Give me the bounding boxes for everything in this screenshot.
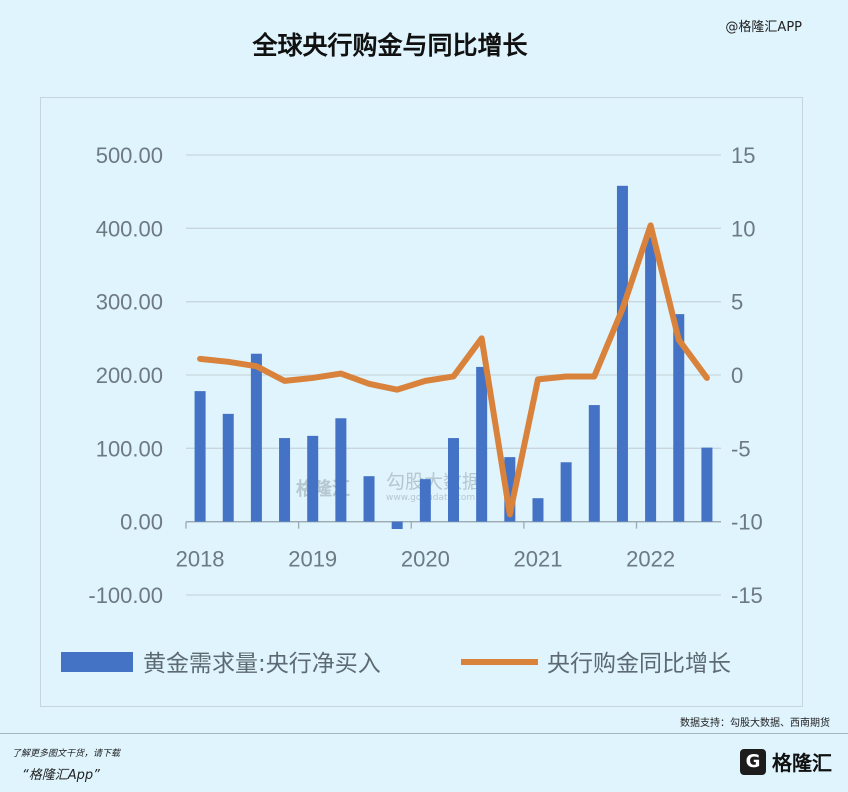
x-axis-tick-label: 2019 (288, 547, 337, 572)
right-axis-tick-label: -10 (731, 510, 763, 535)
legend-label-bars: 黄金需求量:央行净买入 (143, 651, 381, 677)
legend-swatch-bars (61, 652, 133, 672)
left-axis-tick-label: 100.00 (96, 436, 163, 461)
x-axis-tick-label: 2021 (513, 547, 562, 572)
source-note: 数据支持：勾股大数据、西南期货 (680, 718, 830, 729)
left-axis-tick-label: 0.00 (120, 510, 163, 535)
chart-frame: 500.00 15 400.00 10 300.00 5 200.00 0 100.00 -5 0.… (40, 97, 803, 707)
legend-label-line: 央行购金同比增长 (547, 651, 731, 677)
bar (701, 447, 713, 522)
footer-logo: G 格隆汇 (740, 747, 832, 776)
logo-icon: G (740, 748, 766, 775)
left-axis-tick-label: 300.00 (96, 290, 163, 315)
bar (419, 479, 431, 522)
right-axis-tick-label: -5 (731, 436, 751, 461)
bar (616, 185, 628, 522)
right-axis-tick-label: 0 (731, 363, 743, 388)
chart-title: 全球央行购金与同比增长 (252, 31, 528, 60)
bar (335, 418, 347, 522)
bar (448, 438, 459, 522)
bar (194, 391, 206, 522)
bar (250, 353, 262, 522)
right-axis-tick-label: -15 (731, 583, 763, 608)
bar (307, 435, 319, 522)
watermark-partner: 勾股大数据 (386, 471, 481, 493)
x-axis-tick-label: 2020 (401, 547, 450, 572)
bar (504, 457, 516, 522)
x-axis-tick-label: 2022 (626, 547, 675, 572)
left-axis-tick-label: 200.00 (96, 363, 163, 388)
footer-divider (0, 733, 848, 734)
logo-text: 格隆汇 (772, 751, 832, 775)
bar (222, 413, 234, 522)
x-axis-tick-label: 2018 (176, 547, 225, 572)
bar (532, 498, 544, 522)
bar (476, 366, 488, 522)
bar (279, 438, 291, 522)
footer-download-hint: 了解更多图文干货，请下载 (12, 749, 121, 759)
right-axis-tick-label: 15 (731, 143, 755, 168)
bar (673, 314, 685, 522)
left-axis-tick-label: 500.00 (96, 143, 163, 168)
bar (588, 405, 600, 522)
left-axis-tick-label: 400.00 (96, 216, 163, 241)
bar (363, 476, 375, 522)
chart-svg: 500.00 15 400.00 10 300.00 5 200.00 0 100.00 -5 0.… (61, 143, 763, 677)
bar (645, 237, 657, 522)
right-axis-tick-label: 10 (731, 216, 755, 241)
bar (560, 462, 572, 522)
right-axis-tick-label: 5 (731, 290, 743, 315)
footer-app-name: “格隆汇App” (22, 768, 100, 783)
watermark-text: @格隆汇APP (725, 20, 802, 35)
bar (391, 521, 403, 529)
left-axis-tick-label: -100.00 (88, 583, 163, 608)
